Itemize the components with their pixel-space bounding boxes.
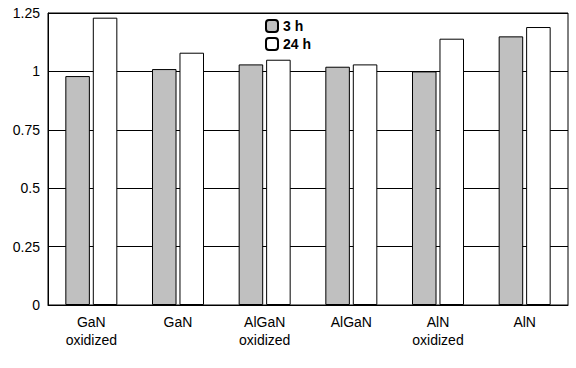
svg-text:0.75: 0.75 — [13, 122, 40, 138]
svg-text:0.5: 0.5 — [21, 180, 41, 196]
svg-text:0.25: 0.25 — [13, 239, 40, 255]
svg-text:24 h: 24 h — [283, 36, 311, 52]
svg-text:0: 0 — [32, 297, 40, 313]
svg-text:AlGaN: AlGaN — [331, 314, 372, 330]
svg-text:oxidized: oxidized — [412, 332, 463, 348]
svg-text:AlGaN: AlGaN — [244, 314, 285, 330]
svg-text:3 h: 3 h — [283, 18, 303, 34]
svg-text:oxidized: oxidized — [66, 332, 117, 348]
svg-text:GaN: GaN — [164, 314, 193, 330]
svg-text:oxidized: oxidized — [239, 332, 290, 348]
svg-text:AlN: AlN — [427, 314, 450, 330]
svg-text:AlN: AlN — [513, 314, 536, 330]
svg-text:1.25: 1.25 — [13, 5, 40, 21]
svg-text:GaN: GaN — [77, 314, 106, 330]
svg-text:1: 1 — [32, 63, 40, 79]
